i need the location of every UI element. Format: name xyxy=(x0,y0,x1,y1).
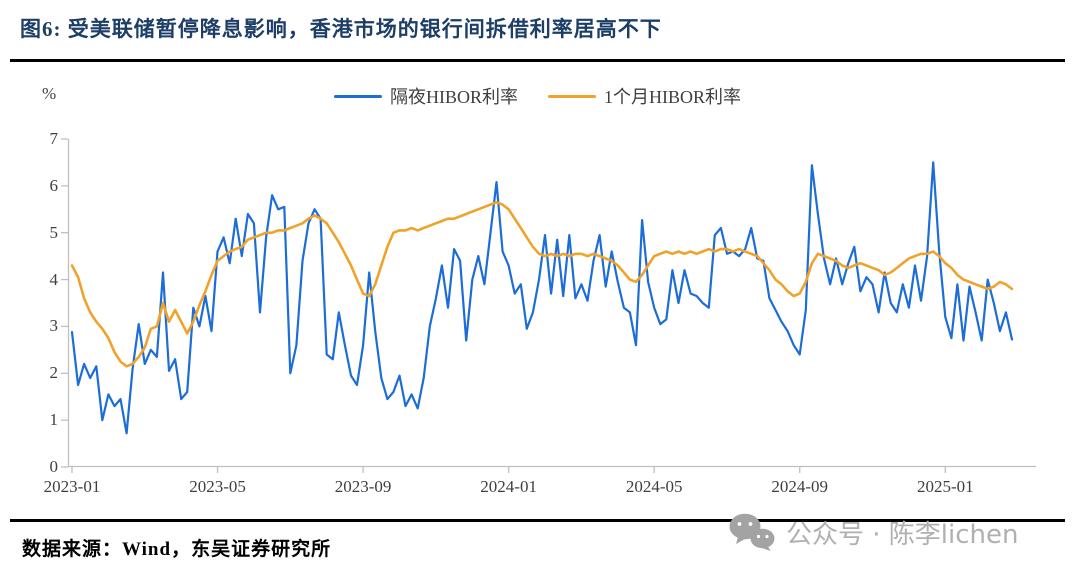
y-axis-unit: % xyxy=(42,84,57,103)
x-tick-label: 2023-01 xyxy=(43,477,101,496)
legend-item-1m-hibor: 1个月HIBOR利率 xyxy=(548,83,741,109)
x-tick-label: 2025-01 xyxy=(916,477,974,496)
series-line-overnight-hibor xyxy=(70,161,1014,435)
watermark: 公众号 · 陈李lichen xyxy=(728,512,1019,552)
legend-label: 隔夜HIBOR利率 xyxy=(389,87,518,107)
chart-legend: 隔夜HIBOR利率 1个月HIBOR利率 xyxy=(0,83,1075,109)
data-source-note: 数据来源：Wind，东吴证券研究所 xyxy=(22,539,332,560)
x-tick-label: 2023-05 xyxy=(189,477,246,496)
footer-divider-line xyxy=(10,519,1065,522)
y-tick-label: 1 xyxy=(49,410,59,430)
y-tick-label: 3 xyxy=(49,316,59,336)
x-tick-label: 2024-09 xyxy=(771,477,829,496)
legend-swatch xyxy=(548,94,596,98)
figure-title: 图6: 受美联储暂停降息影响，香港市场的银行间拆借利率居高不下 xyxy=(20,17,662,41)
y-tick-label: 6 xyxy=(49,175,59,195)
x-tick-label: 2023-09 xyxy=(334,477,392,496)
chart-plot-area: 7 6 5 4 3 2 1 0 2023-01 2023-05 2023-09 2024-01 2024… xyxy=(44,129,1040,496)
series-line-1m-hibor xyxy=(70,200,1014,368)
watermark-text: 公众号 · 陈李lichen xyxy=(786,519,1019,550)
legend-label: 1个月HIBOR利率 xyxy=(604,87,742,107)
y-tick-label: 7 xyxy=(49,129,59,148)
x-tick-label: 2024-01 xyxy=(480,477,537,496)
y-tick-label: 5 xyxy=(49,222,59,242)
y-tick-label: 4 xyxy=(49,269,59,289)
wechat-icon xyxy=(729,513,775,551)
x-tick-label: 2024-05 xyxy=(625,477,683,496)
legend-swatch xyxy=(333,94,382,98)
legend-item-overnight-hibor: 隔夜HIBOR利率 xyxy=(333,83,518,109)
y-tick-label: 2 xyxy=(49,363,59,383)
title-divider-line xyxy=(10,59,1065,62)
hibor-line-chart xyxy=(61,138,1036,473)
y-tick-label: 0 xyxy=(49,457,59,476)
